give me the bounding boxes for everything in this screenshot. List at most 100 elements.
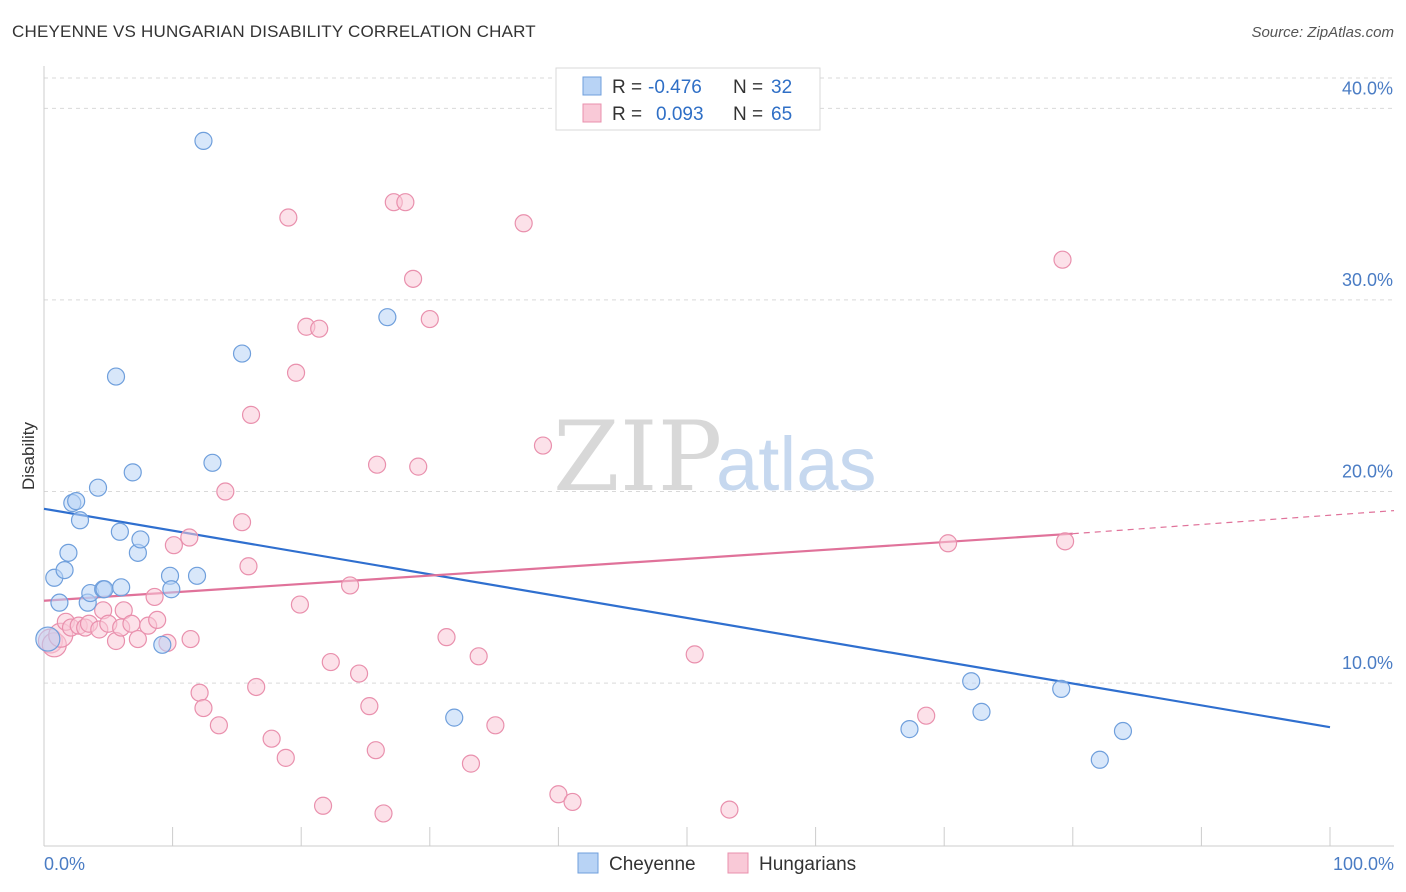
point-cheyenne-3 bbox=[55, 560, 74, 580]
point-cheyenne-26 bbox=[378, 308, 397, 327]
point-hungarian-13 bbox=[114, 601, 133, 620]
point-hungarian-59 bbox=[685, 645, 704, 664]
point-hungarian-26 bbox=[216, 482, 235, 501]
point-hungarian-44 bbox=[367, 455, 387, 474]
bottom-legend-swatch-hungarians bbox=[727, 852, 749, 874]
chart-title: CHEYENNE VS HUNGARIAN DISABILITY CORRELA… bbox=[12, 22, 536, 41]
point-cheyenne-16 bbox=[123, 463, 142, 482]
point-hungarian-49 bbox=[409, 457, 428, 476]
point-cheyenne-21 bbox=[162, 580, 181, 599]
point-hungarian-58 bbox=[563, 792, 582, 812]
y-tick-label-10: 10.0% bbox=[1342, 653, 1393, 673]
grid-layer bbox=[44, 77, 1394, 684]
legend-r-value-1: -0.476 bbox=[648, 77, 702, 98]
point-hungarian-51 bbox=[437, 628, 456, 647]
trendline-hungarians bbox=[43, 532, 1073, 602]
trend-layer bbox=[43, 507, 1395, 729]
point-cheyenne-28 bbox=[900, 720, 919, 739]
point-hungarian-45 bbox=[374, 804, 393, 823]
point-hungarian-21 bbox=[180, 528, 199, 547]
point-hungarian-60 bbox=[720, 800, 739, 819]
point-cheyenne-32 bbox=[1113, 721, 1133, 741]
point-hungarian-39 bbox=[321, 652, 340, 672]
trendline-cheyenne bbox=[43, 507, 1331, 729]
bottom-legend-label-cheyenne: Cheyenne bbox=[609, 854, 696, 875]
point-cheyenne-0 bbox=[35, 626, 61, 652]
point-hungarian-54 bbox=[486, 716, 505, 735]
point-cheyenne-25 bbox=[232, 344, 252, 363]
point-hungarian-22 bbox=[181, 629, 200, 649]
point-cheyenne-31 bbox=[1090, 750, 1109, 769]
point-hungarian-29 bbox=[241, 405, 261, 424]
points-layer bbox=[35, 131, 1133, 823]
point-cheyenne-24 bbox=[203, 453, 222, 472]
point-cheyenne-4 bbox=[59, 543, 78, 562]
x-tick-label-min: 0.0% bbox=[44, 854, 85, 874]
point-hungarian-33 bbox=[279, 208, 298, 227]
point-hungarian-53 bbox=[469, 647, 488, 666]
point-hungarian-31 bbox=[262, 729, 281, 748]
point-cheyenne-10 bbox=[88, 478, 108, 497]
point-cheyenne-7 bbox=[70, 511, 90, 530]
point-cheyenne-33 bbox=[972, 702, 991, 721]
point-cheyenne-23 bbox=[194, 131, 213, 150]
point-hungarian-55 bbox=[514, 214, 533, 233]
point-cheyenne-2 bbox=[50, 593, 69, 612]
point-hungarian-57 bbox=[549, 785, 568, 804]
point-hungarian-23 bbox=[190, 683, 209, 702]
y-tick-label-40: 40.0% bbox=[1342, 78, 1393, 98]
point-hungarian-30 bbox=[247, 677, 266, 697]
point-cheyenne-30 bbox=[1052, 679, 1071, 698]
point-hungarian-27 bbox=[232, 513, 252, 532]
point-hungarian-17 bbox=[145, 587, 164, 607]
point-cheyenne-14 bbox=[110, 522, 129, 541]
point-hungarian-32 bbox=[276, 748, 295, 767]
point-hungarian-52 bbox=[461, 754, 481, 773]
point-hungarian-37 bbox=[310, 319, 329, 338]
legend-swatch-hungarians bbox=[582, 103, 602, 123]
point-cheyenne-13 bbox=[106, 367, 126, 386]
legend-n-value-1: 32 bbox=[771, 77, 792, 98]
point-hungarian-24 bbox=[194, 698, 213, 718]
chart-source: Source: ZipAtlas.com bbox=[1251, 24, 1394, 41]
legend-swatch-cheyenne bbox=[582, 76, 602, 96]
point-hungarian-48 bbox=[403, 269, 423, 288]
point-hungarian-28 bbox=[239, 557, 258, 576]
point-hungarian-56 bbox=[533, 436, 553, 455]
point-hungarian-18 bbox=[148, 610, 167, 630]
point-hungarian-14 bbox=[122, 614, 141, 633]
legend-n-label-1: N = bbox=[733, 77, 763, 98]
point-hungarian-15 bbox=[128, 629, 147, 649]
y-tick-label-20: 20.0% bbox=[1342, 462, 1393, 482]
point-hungarian-34 bbox=[286, 363, 306, 382]
point-hungarian-61 bbox=[917, 706, 936, 725]
point-hungarian-35 bbox=[290, 595, 310, 614]
point-cheyenne-12 bbox=[95, 580, 114, 599]
point-hungarian-42 bbox=[360, 697, 379, 716]
x-tick-label-max: 100.0% bbox=[1333, 854, 1394, 874]
point-hungarian-47 bbox=[396, 193, 415, 212]
legend-r-value-2: 0.093 bbox=[656, 104, 704, 125]
watermark-atlas: atlas bbox=[716, 422, 877, 507]
point-cheyenne-18 bbox=[131, 530, 150, 549]
point-cheyenne-27 bbox=[445, 708, 464, 727]
bottom-legend-swatch-cheyenne bbox=[577, 852, 599, 874]
watermark: ZIP atlas bbox=[553, 401, 877, 513]
axis-layer: 10.0% 20.0% 30.0% 40.0% 0.0% 100.0% bbox=[43, 66, 1394, 874]
bottom-legend-label-hungarians: Hungarians bbox=[759, 854, 856, 875]
watermark-zip: ZIP bbox=[553, 401, 722, 513]
y-axis-label: Disability bbox=[19, 421, 38, 490]
point-hungarian-43 bbox=[366, 741, 385, 760]
point-hungarian-25 bbox=[209, 716, 228, 735]
point-hungarian-41 bbox=[349, 664, 369, 683]
bottom-legend: Cheyenne Hungarians bbox=[577, 852, 856, 875]
trendline-hungarians-extension bbox=[1072, 510, 1395, 535]
point-hungarian-40 bbox=[340, 576, 360, 595]
point-hungarian-38 bbox=[313, 796, 333, 815]
legend-n-value-2: 65 bbox=[771, 104, 792, 125]
y-tick-label-30: 30.0% bbox=[1342, 270, 1393, 290]
point-hungarian-20 bbox=[164, 536, 183, 555]
legend-r-label-1: R = bbox=[612, 77, 642, 98]
point-cheyenne-19 bbox=[153, 635, 172, 654]
